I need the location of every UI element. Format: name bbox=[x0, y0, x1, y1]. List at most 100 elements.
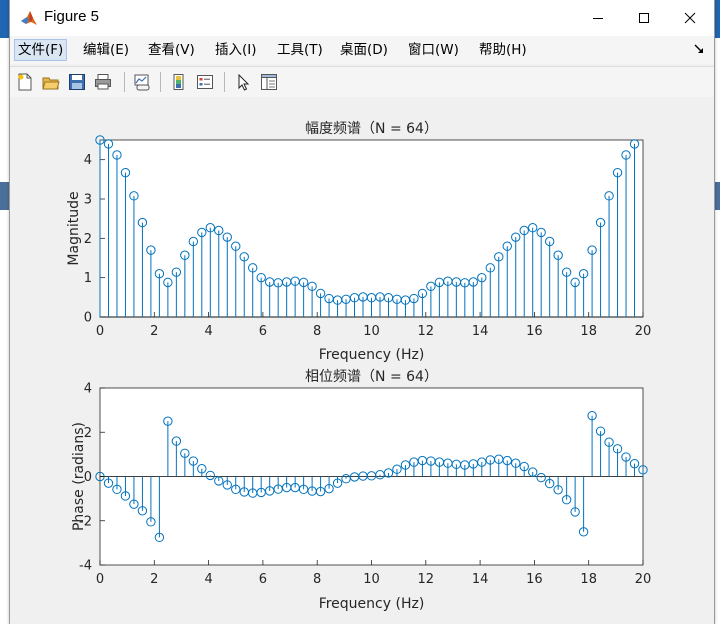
magnitude-stem-marker bbox=[307, 281, 317, 292]
phase-x-tick-label: 10 bbox=[363, 572, 380, 587]
phase-stem-marker bbox=[197, 464, 207, 474]
magnitude-y-tick-label: 3 bbox=[84, 193, 92, 208]
menu-help[interactable]: 帮助(H) bbox=[479, 42, 527, 58]
toolbar-separator bbox=[160, 72, 161, 92]
matlab-logo-icon bbox=[21, 11, 37, 25]
phase-stem-marker bbox=[528, 467, 538, 477]
magnitude-x-tick-label: 2 bbox=[150, 324, 158, 339]
magnitude-stem-marker bbox=[188, 236, 199, 247]
magnitude-y-tick-label: 1 bbox=[84, 271, 92, 286]
magnitude-stem-marker bbox=[103, 139, 114, 149]
magnitude-stem-marker bbox=[180, 250, 190, 260]
menu-edit[interactable]: 编辑(E) bbox=[83, 42, 130, 58]
magnitude-stem-marker bbox=[553, 250, 563, 260]
link-plot-button[interactable] bbox=[131, 71, 153, 93]
dock-arrow-icon[interactable] bbox=[694, 44, 704, 54]
maximize-button[interactable] bbox=[621, 0, 667, 36]
phase-stem-marker bbox=[570, 507, 580, 517]
magnitude-stem-marker bbox=[561, 267, 572, 277]
phase-axes[interactable]: 相位频谱（N = 64） Frequency (Hz) Phase (radia… bbox=[71, 369, 651, 612]
phase-stem-marker bbox=[332, 478, 343, 488]
phase-stem-marker bbox=[511, 458, 521, 468]
magnitude-stem-marker bbox=[171, 267, 182, 277]
save-button[interactable] bbox=[66, 71, 88, 93]
magnitude-plot-box bbox=[99, 139, 644, 318]
phase-stem-marker bbox=[561, 495, 572, 505]
phase-stem-marker bbox=[604, 437, 614, 447]
close-button[interactable] bbox=[667, 0, 713, 36]
figure-canvas: 幅度频谱（N = 64） Frequency (Hz) Magnitude 0 2… bbox=[10, 97, 714, 624]
magnitude-stem-marker bbox=[612, 167, 623, 178]
phase-stem-marker bbox=[553, 485, 563, 495]
magnitude-stem-marker bbox=[95, 135, 105, 145]
menu-view[interactable]: 查看(V) bbox=[148, 42, 195, 58]
new-figure-button[interactable] bbox=[14, 71, 36, 93]
phase-stem-marker bbox=[544, 478, 555, 489]
open-file-icon bbox=[42, 77, 60, 90]
phase-stem-marker bbox=[231, 484, 241, 495]
minimize-button[interactable] bbox=[575, 0, 621, 36]
magnitude-stem-marker bbox=[222, 232, 232, 242]
menu-desktop[interactable]: 桌面(D) bbox=[340, 42, 388, 58]
print-icon bbox=[95, 74, 111, 90]
magnitude-stem-marker bbox=[570, 277, 580, 288]
magnitude-axes[interactable]: 幅度频谱（N = 64） Frequency (Hz) Magnitude 0 2… bbox=[66, 121, 651, 363]
phase-stem-marker bbox=[112, 484, 122, 495]
menu-file[interactable]: 文件(F) bbox=[14, 39, 68, 61]
phase-stem-marker bbox=[383, 468, 394, 478]
phase-x-tick-label: 18 bbox=[580, 572, 597, 587]
phase-stem-marker bbox=[146, 517, 156, 527]
magnitude-stem-marker bbox=[485, 263, 495, 273]
insert-colorbar-button[interactable] bbox=[168, 71, 190, 93]
phase-stem-marker bbox=[324, 483, 334, 494]
phase-stems bbox=[95, 410, 648, 543]
magnitude-x-tick-label: 8 bbox=[313, 324, 321, 339]
magnitude-stem-marker bbox=[477, 272, 487, 283]
new-figure-icon bbox=[18, 73, 32, 91]
edit-plot-button[interactable] bbox=[232, 71, 254, 93]
phase-stem-marker bbox=[205, 470, 215, 481]
magnitude-stem-marker bbox=[528, 223, 538, 233]
title-bar[interactable]: Figure 5 bbox=[10, 0, 714, 36]
magnitude-stem-marker bbox=[137, 217, 148, 228]
magnitude-x-tick-label: 12 bbox=[418, 324, 435, 339]
magnitude-x-tick-label: 0 bbox=[96, 324, 104, 339]
magnitude-x-tick-label: 10 bbox=[363, 324, 380, 339]
phase-stem-marker bbox=[392, 464, 402, 474]
magnitude-stem-marker bbox=[214, 225, 224, 236]
menu-bar: 文件(F) 编辑(E) 查看(V) 插入(I) 工具(T) 桌面(D) 窗口(W… bbox=[10, 36, 714, 64]
property-editor-button[interactable] bbox=[258, 71, 280, 93]
magnitude-stem-marker bbox=[154, 269, 165, 279]
magnitude-stem-marker bbox=[578, 269, 589, 279]
magnitude-stem-marker bbox=[298, 277, 309, 288]
property-editor-icon bbox=[261, 74, 277, 90]
phase-stem-marker bbox=[519, 461, 529, 472]
phase-plot-title: 相位频谱（N = 64） bbox=[305, 369, 438, 385]
magnitude-stem-marker bbox=[511, 232, 521, 242]
figure-plots: 幅度频谱（N = 64） Frequency (Hz) Magnitude 0 2… bbox=[66, 121, 651, 612]
magnitude-x-tick-label: 4 bbox=[204, 324, 212, 339]
magnitude-y-tick-label: 0 bbox=[84, 311, 92, 326]
phase-x-tick-label: 14 bbox=[472, 572, 489, 587]
phase-stem-marker bbox=[587, 410, 597, 421]
menu-window[interactable]: 窗口(W) bbox=[408, 42, 459, 58]
print-button[interactable] bbox=[92, 71, 114, 93]
phase-x-tick-label: 6 bbox=[259, 572, 267, 587]
menu-insert[interactable]: 插入(I) bbox=[215, 42, 257, 58]
open-file-button[interactable] bbox=[40, 71, 62, 93]
magnitude-x-tick-label: 16 bbox=[526, 324, 543, 339]
magnitude-stem-marker bbox=[595, 217, 606, 228]
insert-legend-button[interactable] bbox=[194, 71, 216, 93]
phase-y-tick-label: -4 bbox=[79, 559, 92, 574]
menu-tools[interactable]: 工具(T) bbox=[277, 42, 323, 58]
phase-stem-marker bbox=[595, 426, 606, 436]
magnitude-y-tick-label: 4 bbox=[84, 153, 92, 168]
magnitude-stem-marker bbox=[604, 191, 614, 201]
magnitude-stems bbox=[95, 135, 643, 318]
phase-x-axis-label: Frequency (Hz) bbox=[319, 596, 425, 612]
magnitude-stem-marker bbox=[468, 277, 479, 287]
magnitude-stem-marker bbox=[587, 245, 597, 255]
phase-stem-marker bbox=[621, 452, 631, 462]
phase-x-tick-label: 16 bbox=[526, 572, 543, 587]
